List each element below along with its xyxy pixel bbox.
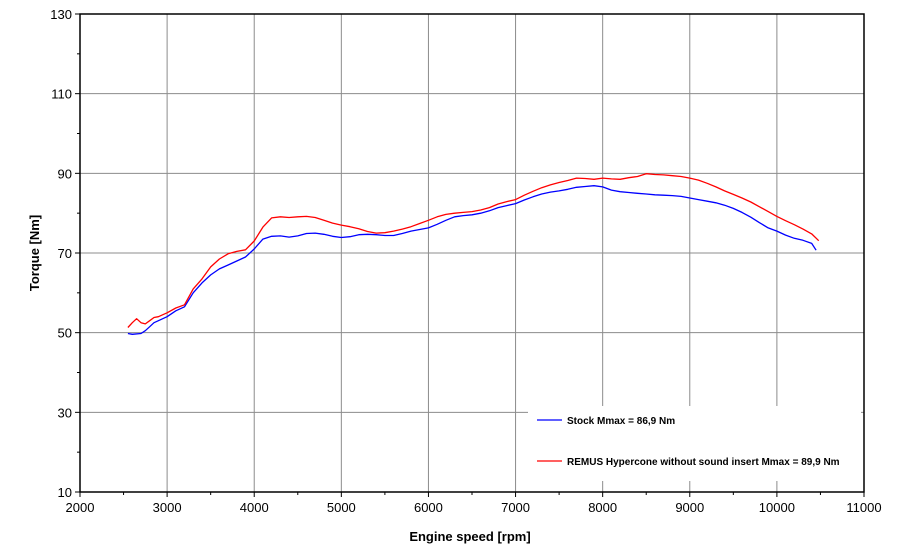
x-tick-marks: [79, 492, 865, 497]
y-tick-label: 30: [58, 405, 72, 420]
x-tick-label: 3000: [153, 500, 182, 515]
legend: Stock Mmax = 86,9 Nm REMUS Hypercone wit…: [528, 406, 861, 481]
y-tick-label: 10: [58, 485, 72, 500]
x-axis-title: Engine speed [rpm]: [409, 529, 530, 544]
y-tick-label: 50: [58, 326, 72, 341]
y-tick-label: 130: [50, 7, 72, 22]
x-tick-label: 9000: [675, 500, 704, 515]
series-line-stock: [127, 185, 817, 335]
x-tick-labels: 2000 3000 4000 5000 6000 7000 8000 9000 10000 110…: [66, 500, 882, 515]
y-axis-title: Torque [Nm]: [27, 215, 42, 291]
x-tick-label: 5000: [327, 500, 356, 515]
x-tick-label: 6000: [414, 500, 443, 515]
y-tick-label: 110: [51, 87, 72, 102]
x-tick-label: 7000: [501, 500, 530, 515]
y-gridlines: [80, 93, 864, 413]
y-tick-label: 90: [58, 166, 72, 181]
series-line-remus: [127, 173, 820, 328]
x-tick-label: 2000: [66, 500, 95, 515]
legend-box: [528, 406, 861, 481]
y-tick-labels: 10 30 50 70 90 110 130: [50, 7, 72, 500]
y-tick-label: 70: [58, 246, 72, 261]
x-tick-label: 4000: [240, 500, 269, 515]
series-lines: [127, 173, 820, 335]
legend-label-remus: REMUS Hypercone without sound insert Mma…: [567, 457, 840, 468]
plot-frame: [79, 13, 865, 493]
x-tick-label: 10000: [759, 500, 795, 515]
x-tick-label: 8000: [588, 500, 617, 515]
legend-label-stock: Stock Mmax = 86,9 Nm: [567, 416, 675, 427]
x-tick-label: 11000: [846, 500, 881, 515]
